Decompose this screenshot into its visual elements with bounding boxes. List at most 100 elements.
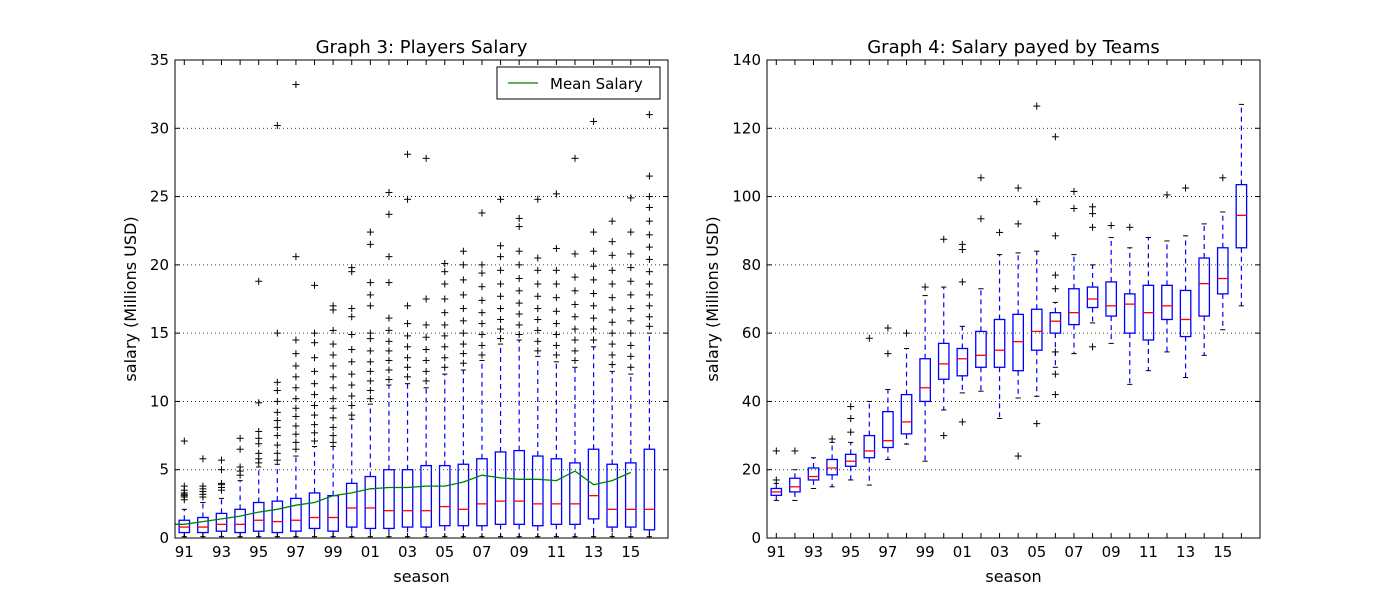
flier-point (1014, 452, 1022, 460)
flier-point (958, 278, 966, 286)
flier-point (311, 402, 319, 410)
flier-point (329, 351, 337, 359)
flier-point (571, 300, 579, 308)
box-season-98 (900, 329, 913, 445)
flier-point (847, 415, 855, 422)
flier-point (1051, 391, 1059, 399)
flier-point (441, 268, 449, 276)
flier-point (571, 325, 579, 333)
flier-point (199, 455, 207, 463)
flier-point (645, 291, 653, 299)
flier-point (497, 253, 505, 261)
flier-point (292, 362, 300, 370)
box-iqr (826, 458, 838, 476)
flier-point (459, 261, 467, 269)
flier-point (645, 111, 653, 119)
box-iqr (420, 464, 433, 528)
box-season-04 (420, 154, 433, 538)
plot-frame-graph-4 (766, 59, 1261, 539)
flier-point (515, 247, 523, 255)
flier-point (977, 174, 985, 182)
box-season-05 (438, 259, 451, 538)
flier-point (608, 294, 616, 302)
flier-point (292, 422, 300, 430)
chart-title: Graph 4: Salary payed by Teams (867, 37, 1160, 58)
box-iqr (494, 451, 507, 525)
flier-point (311, 281, 319, 289)
flier-point (366, 377, 374, 385)
box-iqr (1086, 286, 1099, 309)
flier-point (459, 329, 467, 337)
flier-point (1107, 222, 1115, 230)
flier-point (608, 329, 616, 337)
flier-point (422, 295, 430, 303)
box-season-04 (1012, 184, 1025, 460)
x-tick-label: 01 (953, 543, 972, 561)
flier-point (366, 395, 374, 403)
box-season-03 (993, 228, 1006, 419)
flier-point (1033, 198, 1041, 206)
y-tick-label: 80 (742, 256, 761, 274)
flier-point (534, 337, 542, 345)
flier-point (218, 456, 226, 464)
flier-point (292, 373, 300, 381)
flier-point (515, 275, 523, 283)
y-tick-label: 60 (742, 324, 761, 342)
flier-point (422, 367, 430, 375)
box-season-94 (234, 434, 246, 538)
flier-point (534, 280, 542, 288)
box-season-09 (1105, 222, 1118, 344)
flier-point (515, 287, 523, 295)
box-iqr (476, 458, 488, 527)
box-season-06 (457, 247, 470, 538)
flier-point (273, 449, 281, 457)
y-tick-label: 35 (150, 51, 169, 69)
flier-point (348, 381, 356, 389)
box-season-02 (975, 174, 987, 392)
x-tick-label: 11 (547, 543, 566, 561)
flier-point (627, 341, 635, 349)
x-tick-label: 99 (916, 543, 935, 561)
flier-point (497, 305, 505, 313)
flier-point (329, 395, 337, 403)
box-iqr (178, 519, 191, 534)
flier-point (422, 356, 430, 364)
box-season-02 (383, 188, 395, 538)
flier-point (311, 329, 319, 337)
flier-point (292, 430, 300, 438)
flier-point (385, 347, 393, 355)
flier-point (497, 315, 505, 323)
flier-point (459, 317, 467, 325)
x-tick-label: 15 (621, 543, 640, 561)
flier-point (292, 404, 300, 412)
flier-point (552, 244, 560, 252)
flier-point (515, 331, 523, 339)
flier-point (590, 290, 598, 298)
box-iqr (1068, 288, 1080, 326)
box-season-99 (327, 302, 339, 538)
flier-point (645, 231, 653, 239)
flier-point (1033, 102, 1041, 110)
box-iqr (252, 501, 265, 532)
flier-point (515, 310, 523, 318)
flier-point (404, 195, 412, 203)
flier-point (977, 215, 985, 223)
flier-point (292, 253, 300, 261)
flier-point (645, 172, 653, 180)
flier-point (645, 268, 653, 276)
flier-point (534, 195, 542, 203)
box-season-96 (863, 334, 876, 486)
box-season-92 (789, 447, 801, 501)
flier-point (534, 254, 542, 262)
flier-point (552, 280, 560, 288)
y-axis-label: salary (Millions USD) (703, 216, 722, 381)
flier-point (1163, 191, 1171, 199)
flier-point (273, 441, 281, 449)
box-iqr (1030, 308, 1043, 351)
flier-point (478, 331, 486, 339)
flier-point (459, 305, 467, 313)
flier-point (218, 479, 226, 487)
flier-point (273, 378, 281, 386)
flier-point (218, 466, 226, 474)
flier-point (459, 247, 467, 255)
